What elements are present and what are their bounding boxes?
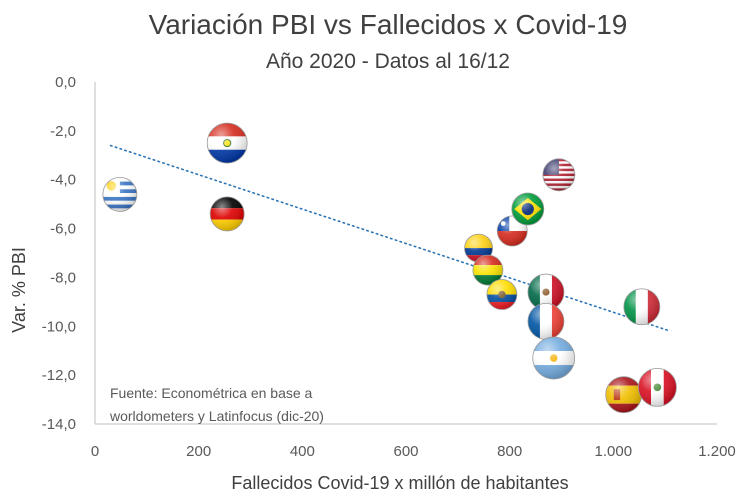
trend-line xyxy=(109,144,672,332)
data-point-germany-flag-icon xyxy=(209,196,245,232)
data-points xyxy=(102,122,677,414)
x-tick-label: 0 xyxy=(91,443,99,460)
x-tick-label: 1.000 xyxy=(595,443,633,460)
data-point-argentina-flag-icon xyxy=(532,336,576,380)
data-point-usa-flag-icon xyxy=(542,158,576,192)
y-tick-labels: 0,0 -2,0 -4,0 -6,0 -8,0 -10,0 -12,0 -14,0 xyxy=(42,74,76,433)
x-tick-label: 1.200 xyxy=(698,443,736,460)
chart-subtitle: Año 2020 - Datos al 16/12 xyxy=(266,50,510,73)
data-point-italy-flag-icon xyxy=(623,288,661,326)
x-tick-label: 400 xyxy=(290,443,315,460)
y-tick-label: -8,0 xyxy=(50,269,76,286)
data-point-bolivia-flag-icon xyxy=(472,254,504,286)
y-tick-label: -12,0 xyxy=(42,367,76,384)
y-tick-label: -14,0 xyxy=(42,416,76,433)
data-point-france-flag-icon xyxy=(527,302,565,340)
source-note-line-1: Fuente: Econométrica en base a xyxy=(110,385,313,401)
data-point-peru-flag-icon xyxy=(637,367,677,407)
y-tick-label: -10,0 xyxy=(42,318,76,335)
data-point-ecuador-flag-icon xyxy=(486,279,518,310)
data-point-brazil-flag-icon xyxy=(511,192,545,226)
chart-title: Variación PBI vs Fallecidos x Covid-19 xyxy=(149,9,628,40)
x-tick-label: 800 xyxy=(497,443,522,460)
x-axis-label: Fallecidos Covid-19 x millón de habitant… xyxy=(231,473,568,493)
y-tick-label: -4,0 xyxy=(50,172,76,189)
data-point-paraguay-flag-icon xyxy=(206,122,248,164)
data-point-spain-flag-icon xyxy=(605,376,643,414)
y-axis-label: Var. % PBI xyxy=(9,247,29,333)
data-point-mexico-flag-icon xyxy=(527,273,565,311)
x-tick-label: 200 xyxy=(186,443,211,460)
y-tick-label: -2,0 xyxy=(50,123,76,140)
x-tick-labels: 0 200 400 600 800 1.000 1.200 xyxy=(91,443,736,460)
x-tick-label: 600 xyxy=(393,443,418,460)
y-tick-label: 0,0 xyxy=(55,74,76,91)
y-tick-label: -6,0 xyxy=(50,221,76,238)
data-point-uruguay-flag-icon xyxy=(102,176,138,212)
source-note-line-2: worldometers y Latinfocus (dic-20) xyxy=(109,408,324,424)
